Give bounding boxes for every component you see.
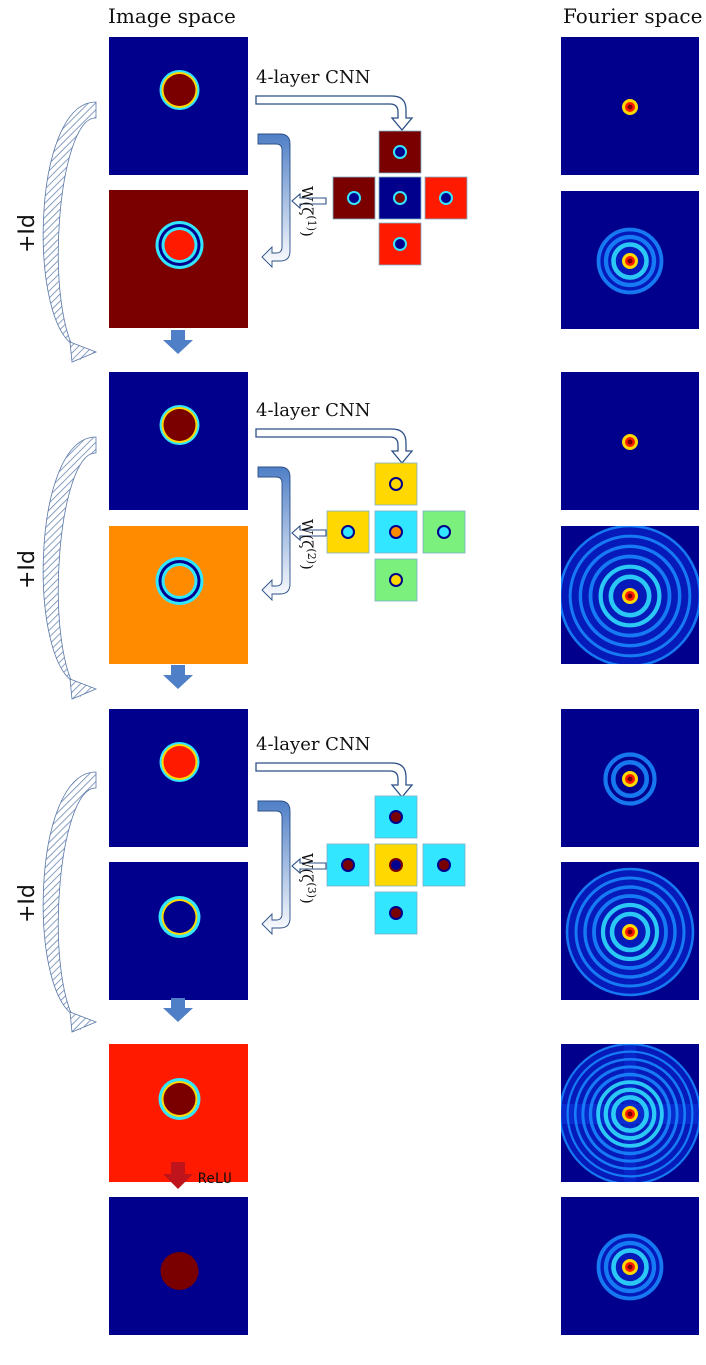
w-label-2: W(ζ(2)) xyxy=(298,519,318,570)
filter-tile-top xyxy=(375,463,417,505)
cnn-arrow-1 xyxy=(256,96,412,130)
cnn-arrow-2 xyxy=(256,429,412,463)
image-panel-relu-output xyxy=(109,1197,248,1335)
identity-label-2: +Id xyxy=(15,550,40,589)
identity-skip-arrowhead-3 xyxy=(70,1012,96,1032)
flow-arrow-3 xyxy=(163,998,193,1022)
filter-tile-center xyxy=(375,511,417,553)
identity-skip-arrow-2 xyxy=(43,437,96,696)
filter-tile-center xyxy=(379,177,421,219)
filter-tile-right xyxy=(423,844,465,886)
fourier-panel-4 xyxy=(560,526,700,666)
filter-tile-left xyxy=(327,511,369,553)
cnn-label-2: 4-layer CNN xyxy=(256,400,370,421)
identity-skip-arrowhead-2 xyxy=(70,679,96,699)
flow-arrow-1 xyxy=(163,330,193,354)
cnn-label-1: 4-layer CNN xyxy=(256,67,370,88)
fourier-panel-1 xyxy=(561,37,699,175)
flow-arrow-2 xyxy=(163,665,193,689)
image-panel-stage1-residual xyxy=(109,190,248,328)
image-panel-stage2-residual xyxy=(109,526,248,664)
filter-tile-top xyxy=(375,796,417,838)
stage2-filters xyxy=(327,463,465,601)
filter-tile-left xyxy=(333,177,375,219)
filter-tile-bottom xyxy=(379,223,421,265)
w-label-1: W(ζ(1)) xyxy=(298,186,318,237)
filter-tile-top xyxy=(379,131,421,173)
fourier-panel-8 xyxy=(561,1197,699,1335)
identity-skip-arrow-1 xyxy=(43,102,96,359)
fourier-panel-2 xyxy=(561,191,699,329)
filter-tile-center xyxy=(375,844,417,886)
fourier-panel-6 xyxy=(561,862,699,1000)
w-arrow-2 xyxy=(258,467,290,600)
identity-label-3: +Id xyxy=(15,884,40,923)
image-panel-stage2-input xyxy=(109,372,248,510)
w-label-3: W(ζ(3)) xyxy=(298,853,318,904)
filter-tile-bottom xyxy=(375,559,417,601)
cnn-label-3: 4-layer CNN xyxy=(256,734,370,755)
stage1-filters xyxy=(333,131,467,265)
fourier-panel-7 xyxy=(560,1044,700,1184)
filter-tile-bottom xyxy=(375,892,417,934)
stage3-filters xyxy=(327,796,465,934)
relu-label: ReLU xyxy=(198,1171,232,1187)
image-panel-pre-relu xyxy=(109,1044,248,1182)
w-arrow-1 xyxy=(258,134,290,267)
w-arrow-3 xyxy=(258,801,290,934)
filter-tile-right xyxy=(423,511,465,553)
filter-tile-right xyxy=(425,177,467,219)
identity-label-1: +Id xyxy=(15,214,40,253)
identity-skip-arrow-3 xyxy=(43,772,96,1029)
fourier-panel-5 xyxy=(561,709,699,847)
image-panel-stage1-input xyxy=(109,37,248,175)
fourier-panel-3 xyxy=(561,372,699,510)
cnn-arrow-3 xyxy=(256,763,412,797)
image-panel-stage3-residual xyxy=(109,862,248,1000)
filter-tile-left xyxy=(327,844,369,886)
image-panel-stage3-input xyxy=(109,709,248,847)
identity-skip-arrowhead-1 xyxy=(70,342,96,362)
